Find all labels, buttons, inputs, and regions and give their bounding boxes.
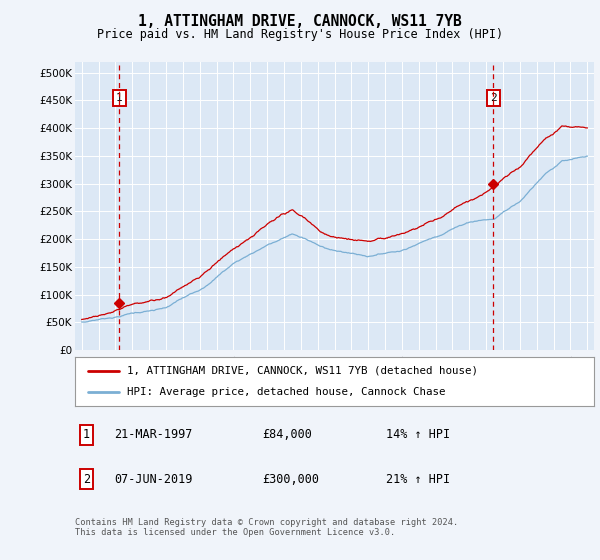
Text: 2: 2 [83,473,90,486]
Text: 1, ATTINGHAM DRIVE, CANNOCK, WS11 7YB (detached house): 1, ATTINGHAM DRIVE, CANNOCK, WS11 7YB (d… [127,366,478,376]
Text: 1, ATTINGHAM DRIVE, CANNOCK, WS11 7YB: 1, ATTINGHAM DRIVE, CANNOCK, WS11 7YB [138,14,462,29]
Text: 07-JUN-2019: 07-JUN-2019 [114,473,193,486]
Text: 21-MAR-1997: 21-MAR-1997 [114,428,193,441]
Text: £300,000: £300,000 [262,473,319,486]
Text: 14% ↑ HPI: 14% ↑ HPI [386,428,451,441]
Text: Contains HM Land Registry data © Crown copyright and database right 2024.
This d: Contains HM Land Registry data © Crown c… [75,518,458,538]
Text: 1: 1 [83,428,90,441]
Text: 2: 2 [490,92,497,102]
Text: 1: 1 [116,92,122,102]
Text: 21% ↑ HPI: 21% ↑ HPI [386,473,451,486]
Text: HPI: Average price, detached house, Cannock Chase: HPI: Average price, detached house, Cann… [127,387,445,397]
Text: Price paid vs. HM Land Registry's House Price Index (HPI): Price paid vs. HM Land Registry's House … [97,28,503,41]
Text: £84,000: £84,000 [262,428,312,441]
